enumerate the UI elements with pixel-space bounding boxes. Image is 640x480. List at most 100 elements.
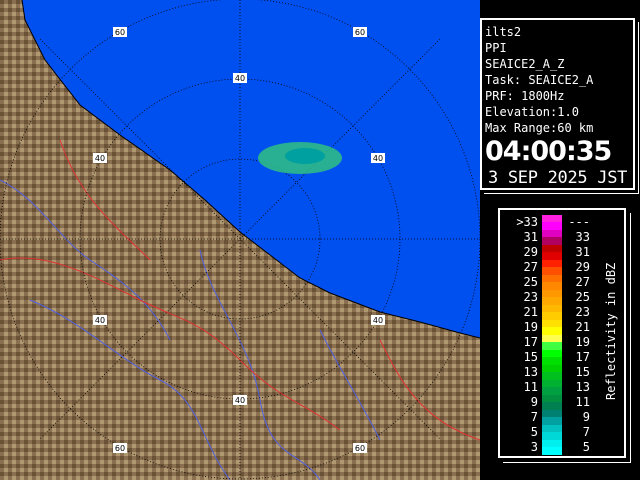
legend-swatch [542, 387, 562, 395]
site-name: ilts2 [485, 25, 522, 39]
legend-swatch [542, 245, 562, 253]
echo-core [285, 148, 325, 164]
legend-low-label: 31 [523, 230, 538, 244]
task-name: Task: SEAICE2_A [485, 73, 594, 87]
ring-label: 40 [95, 316, 105, 325]
info-panel: ilts2 PPI SEAICE2_A_Z Task: SEAICE2_A PR… [480, 18, 635, 190]
legend-low-label: 3 [530, 440, 538, 454]
legend-swatch [542, 282, 562, 290]
ring-label: 60 [355, 444, 365, 453]
legend-high-label: 13 [575, 380, 590, 394]
ring-label: 60 [355, 28, 365, 37]
legend-high-label: 29 [575, 260, 590, 274]
ring-label: 40 [95, 154, 105, 163]
legend-title: Reflectivity in dBZ [604, 262, 618, 400]
ring-label: 60 [115, 28, 125, 37]
rivers [0, 179, 381, 480]
legend-high-label: 5 [582, 440, 590, 454]
legend-low-label: 19 [523, 320, 538, 334]
range-labels: 40 40 40 40 40 40 60 60 60 60 [93, 27, 385, 453]
legend-high-label: --- [568, 215, 590, 229]
legend-swatch [542, 402, 562, 410]
legend-row: 23 25 [500, 290, 624, 305]
ring-label: 40 [373, 154, 383, 163]
legend-swatch [542, 440, 562, 448]
legend-swatch [542, 357, 562, 365]
legend-swatch [542, 222, 562, 230]
legend-swatch [542, 267, 562, 275]
scan-date: 3 SEP 2025 JST [488, 168, 628, 188]
legend-swatch [542, 372, 562, 380]
legend-swatch [542, 425, 562, 433]
ring-label: 60 [115, 444, 125, 453]
legend-low-label: 29 [523, 245, 538, 259]
legend-low-label: 9 [530, 395, 538, 409]
legend-swatch [542, 447, 562, 455]
legend-swatch [542, 305, 562, 313]
legend-swatch [542, 260, 562, 268]
ring-label: 40 [235, 396, 245, 405]
legend-row: 27 29 [500, 260, 624, 275]
legend-row: 31 33 [500, 230, 624, 245]
legend-swatch [542, 297, 562, 305]
prf: PRF: 1800Hz [485, 89, 565, 103]
scan-type: PPI [485, 41, 507, 55]
legend-swatch [542, 252, 562, 260]
legend-high-label: 9 [582, 410, 590, 424]
legend-low-label: 7 [530, 410, 538, 424]
legend-row: 19 21 [500, 320, 624, 335]
legend-low-label: 11 [523, 380, 538, 394]
elevation: Elevation:1.0 [485, 105, 579, 119]
legend-swatch [542, 327, 562, 335]
legend-swatch [542, 290, 562, 298]
radar-ppi-map[interactable]: 40 40 40 40 40 40 60 60 60 60 [0, 0, 480, 480]
legend-high-label: 25 [575, 290, 590, 304]
legend-high-label: 33 [575, 230, 590, 244]
legend-swatch [542, 230, 562, 238]
sea [22, 0, 480, 338]
boundaries [0, 139, 480, 441]
ring-label: 40 [373, 316, 383, 325]
legend-row: 11 13 [500, 380, 624, 395]
product-name: SEAICE2_A_Z [485, 57, 565, 71]
legend-swatch [542, 312, 562, 320]
scan-time: 04:00:35 [485, 136, 612, 167]
legend-swatch [542, 432, 562, 440]
legend-row: 21 23 [500, 305, 624, 320]
legend-row: 25 27 [500, 275, 624, 290]
legend-high-label: 21 [575, 320, 590, 334]
legend-swatch [542, 350, 562, 358]
legend-row: 29 31 [500, 245, 624, 260]
legend-low-label: 23 [523, 290, 538, 304]
legend-high-label: 31 [575, 245, 590, 259]
ring-label: 40 [235, 74, 245, 83]
legend-low-label: 27 [523, 260, 538, 274]
legend-low-label: 15 [523, 350, 538, 364]
legend-swatch [542, 215, 562, 223]
legend-swatch [542, 342, 562, 350]
legend-row: >33 --- [500, 215, 624, 230]
legend-low-label: 21 [523, 305, 538, 319]
legend-high-label: 17 [575, 350, 590, 364]
legend-swatch [542, 275, 562, 283]
legend-swatch [542, 380, 562, 388]
color-legend: >33 --- 31 33 29 31 27 29 25 27 23 25 21 23 19 21 17 19 15… [498, 208, 626, 458]
legend-high-label: 11 [575, 395, 590, 409]
legend-high-label: 27 [575, 275, 590, 289]
legend-swatch [542, 320, 562, 328]
legend-low-label: 17 [523, 335, 538, 349]
legend-swatch [542, 237, 562, 245]
legend-row: 9 11 [500, 395, 624, 410]
legend-row: 15 17 [500, 350, 624, 365]
legend-low-label: 25 [523, 275, 538, 289]
legend-low-label: 13 [523, 365, 538, 379]
legend-swatch [542, 395, 562, 403]
legend-swatch [542, 410, 562, 418]
legend-high-label: 23 [575, 305, 590, 319]
legend-high-label: 15 [575, 365, 590, 379]
legend-swatch [542, 335, 562, 343]
legend-row: 13 15 [500, 365, 624, 380]
